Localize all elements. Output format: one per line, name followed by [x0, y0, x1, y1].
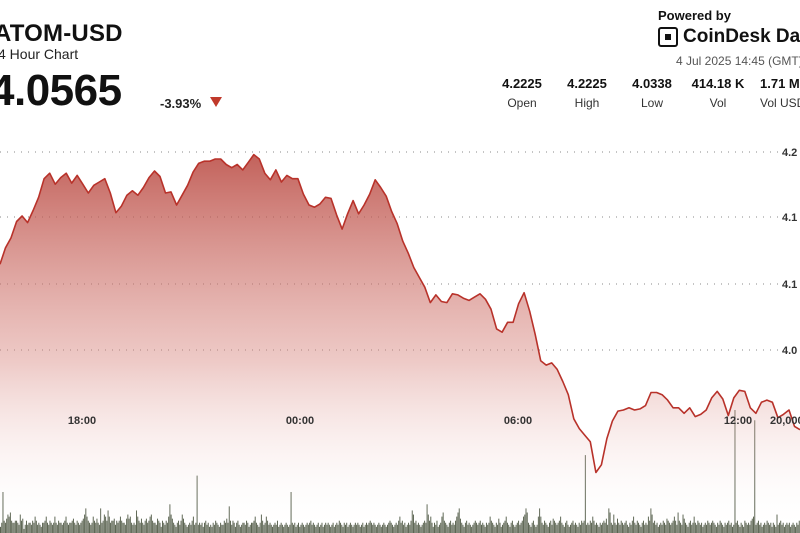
- price-area: [0, 154, 800, 533]
- stat-label: Low: [640, 96, 663, 110]
- x-tick-label: 18:00: [68, 415, 96, 427]
- stat-low: 4.0338 Low: [626, 76, 678, 110]
- pair-title: ATOM-USD: [0, 20, 123, 47]
- timestamp: 4 Jul 2025 14:45 (GMT): [676, 54, 800, 68]
- x-tick-label: 12:00: [724, 415, 752, 427]
- price-line: [0, 153, 800, 474]
- y-axis: 4.2 4.1 4.1 4.0: [782, 147, 797, 357]
- stat-volume-usd: 1.71 M Vol USD: [760, 76, 800, 110]
- stat-label: Open: [507, 96, 537, 110]
- down-arrow-icon: [210, 97, 222, 107]
- volume-tick-label: 20,000: [770, 415, 800, 427]
- stat-value: 4.0338: [632, 76, 672, 91]
- chart-interval-subtitle: 4 Hour Chart: [0, 46, 79, 62]
- coindesk-logo-icon: [658, 27, 678, 47]
- y-tick-label: 4.1: [782, 212, 797, 224]
- stat-volume: 414.18 K Vol: [686, 76, 750, 110]
- y-tick-label: 4.2: [782, 147, 797, 159]
- stat-high: 4.2225 High: [561, 76, 613, 110]
- stat-value: 1.71 M: [760, 76, 800, 91]
- stat-open: 4.2225 Open: [496, 76, 548, 110]
- stat-value: 4.2225: [567, 76, 607, 91]
- x-axis: 18:00 00:00 06:00 12:00 20,000: [68, 415, 800, 427]
- stat-value: 4.2225: [502, 76, 542, 91]
- price-change: -3.93%: [160, 96, 202, 111]
- stat-label: Vol USD: [760, 96, 800, 110]
- stat-label: High: [574, 96, 600, 110]
- y-tick-label: 4.1: [782, 279, 797, 291]
- current-price: 4.0565: [0, 66, 122, 115]
- y-tick-label: 4.0: [782, 345, 797, 357]
- x-tick-label: 06:00: [504, 415, 532, 427]
- powered-by-label: Powered by: [658, 8, 731, 23]
- stat-value: 414.18 K: [691, 76, 745, 91]
- brand-name: CoinDesk Data: [683, 26, 800, 47]
- x-tick-label: 00:00: [286, 415, 314, 427]
- stat-label: Vol: [709, 96, 727, 110]
- brand-logo: CoinDesk Data: [658, 26, 800, 48]
